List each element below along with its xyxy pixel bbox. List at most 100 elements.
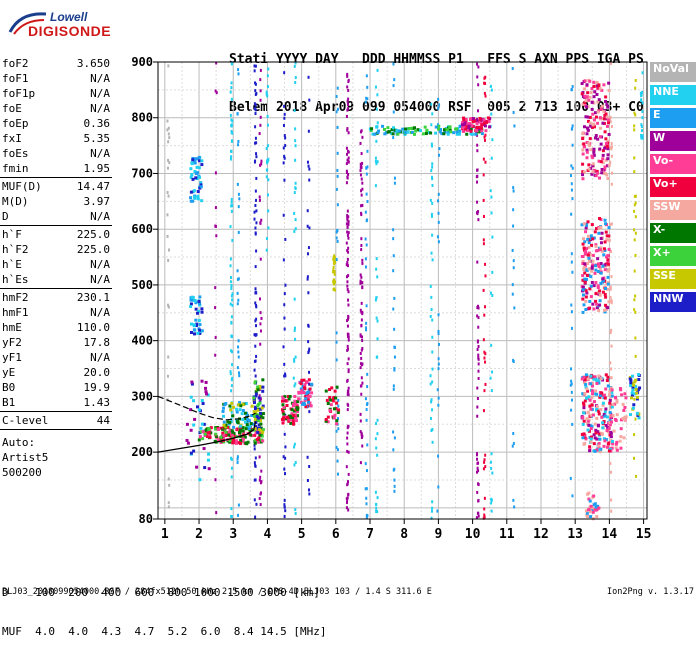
- profile-curve-dashed: [157, 395, 256, 421]
- echo-point: [197, 438, 201, 442]
- echo-point: [436, 509, 439, 513]
- echo-point: [360, 376, 363, 380]
- echo-point: [236, 143, 239, 147]
- echo-point: [213, 439, 217, 443]
- y-tick-label: 400: [131, 334, 153, 348]
- echo-point: [237, 192, 240, 196]
- echo-point: [455, 130, 459, 134]
- echo-point: [208, 433, 212, 437]
- echo-point: [347, 231, 350, 235]
- echo-point: [592, 236, 596, 240]
- echo-point: [213, 427, 217, 431]
- param-name: hmF2: [2, 291, 29, 304]
- echo-point: [472, 118, 476, 122]
- echo-point: [360, 189, 363, 193]
- echo-point: [253, 433, 257, 437]
- echo-point: [197, 319, 201, 323]
- echo-point: [254, 374, 257, 378]
- echo-point: [205, 392, 209, 396]
- echo-point: [619, 418, 623, 422]
- echo-point: [482, 467, 485, 471]
- echo-point: [255, 426, 259, 430]
- echo-point: [640, 93, 643, 97]
- echo-point: [609, 330, 612, 334]
- echo-point: [346, 284, 349, 288]
- echo-point: [429, 198, 432, 202]
- echo-point: [236, 112, 239, 116]
- echo-point: [596, 121, 600, 125]
- echo-point: [483, 507, 486, 511]
- echo-point: [346, 431, 349, 435]
- param-divider: [0, 411, 112, 412]
- echo-point: [359, 366, 362, 370]
- echo-point: [237, 139, 240, 143]
- echo-point: [230, 209, 233, 213]
- echo-point: [421, 132, 425, 136]
- echo-point: [589, 166, 593, 170]
- echo-point: [598, 87, 602, 91]
- echo-point: [588, 404, 592, 408]
- echo-point: [335, 94, 338, 98]
- echo-point: [604, 407, 608, 411]
- echo-point: [190, 161, 194, 165]
- echo-point: [326, 420, 330, 424]
- echo-point: [430, 509, 433, 513]
- echo-point: [374, 490, 377, 494]
- echo-point: [585, 262, 589, 266]
- echo-point: [266, 193, 269, 197]
- echo-point: [607, 268, 611, 272]
- echo-point: [365, 408, 368, 412]
- legend-item: NNW: [650, 292, 696, 312]
- echo-point: [477, 511, 480, 515]
- echo-point: [606, 258, 610, 262]
- echo-point: [601, 153, 605, 157]
- echo-point: [606, 275, 610, 279]
- echo-point: [597, 98, 601, 102]
- echo-point: [483, 124, 487, 128]
- echo-point: [335, 340, 338, 344]
- echo-point: [610, 145, 613, 149]
- echo-point: [582, 145, 586, 149]
- echo-point: [306, 455, 309, 459]
- echo-point: [337, 408, 341, 412]
- echo-point: [629, 378, 633, 382]
- echo-point: [633, 209, 636, 213]
- echo-point: [589, 413, 593, 417]
- param-name: fmin: [2, 162, 29, 175]
- echo-point: [599, 407, 603, 411]
- echo-point: [295, 406, 299, 410]
- echo-point: [347, 107, 350, 111]
- echo-point: [190, 322, 194, 326]
- echo-point: [294, 181, 297, 185]
- param-name: MUF(D): [2, 180, 42, 193]
- echo-point: [336, 174, 339, 178]
- echo-point: [255, 324, 258, 328]
- echo-point: [375, 257, 378, 261]
- echo-point: [445, 128, 449, 132]
- echo-point: [489, 460, 492, 464]
- echo-point: [245, 423, 249, 427]
- echo-point: [590, 403, 594, 407]
- echo-point: [261, 385, 265, 389]
- echo-point: [610, 141, 613, 145]
- echo-point: [424, 132, 428, 136]
- echo-point: [253, 478, 256, 482]
- echo-point: [438, 130, 442, 134]
- echo-point: [605, 103, 609, 107]
- echo-point: [585, 291, 589, 295]
- echo-point: [266, 85, 269, 89]
- echo-point: [283, 112, 286, 116]
- echo-point: [294, 382, 297, 386]
- echo-point: [586, 428, 590, 432]
- echo-point: [347, 78, 350, 82]
- echo-point: [592, 307, 596, 311]
- echo-point: [491, 370, 494, 374]
- echo-point: [207, 427, 211, 431]
- echo-point: [376, 418, 379, 422]
- echo-point: [476, 490, 479, 494]
- echo-point: [386, 126, 390, 130]
- param-row: foF1p N/A: [0, 86, 112, 101]
- echo-point: [603, 308, 607, 312]
- echo-point: [436, 199, 439, 203]
- param-row: M(D) 3.97: [0, 194, 112, 209]
